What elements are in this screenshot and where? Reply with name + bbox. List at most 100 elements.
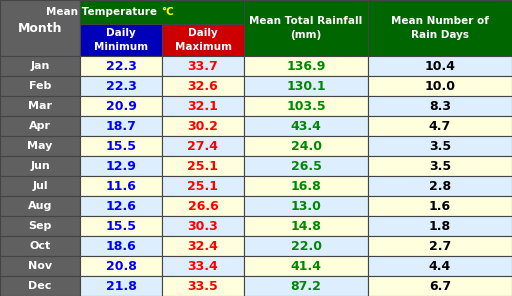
Bar	[80, 136, 162, 156]
Text: 2.7: 2.7	[429, 239, 451, 252]
Bar	[368, 136, 512, 156]
Bar	[368, 276, 512, 296]
Text: 10.0: 10.0	[424, 80, 456, 92]
Bar	[162, 216, 244, 236]
Bar	[0, 236, 80, 256]
Text: 22.0: 22.0	[290, 239, 322, 252]
Text: 12.9: 12.9	[105, 160, 136, 173]
Text: 3.5: 3.5	[429, 139, 451, 152]
Bar	[244, 156, 368, 176]
Text: 22.3: 22.3	[105, 59, 136, 73]
Text: Feb: Feb	[29, 81, 51, 91]
Bar	[244, 196, 368, 216]
Text: 18.6: 18.6	[105, 239, 136, 252]
Text: 12.6: 12.6	[105, 200, 136, 213]
Text: 33.4: 33.4	[187, 260, 219, 273]
Bar	[244, 236, 368, 256]
Bar	[162, 256, 244, 276]
Text: Mar: Mar	[28, 101, 52, 111]
Text: 30.3: 30.3	[187, 220, 219, 232]
Bar	[80, 76, 162, 96]
Bar	[80, 116, 162, 136]
Bar	[162, 96, 244, 116]
Bar	[244, 216, 368, 236]
Text: 103.5: 103.5	[286, 99, 326, 112]
Text: Sep: Sep	[28, 221, 52, 231]
Text: Daily
Maximum: Daily Maximum	[175, 28, 231, 52]
Bar	[162, 156, 244, 176]
Text: 32.1: 32.1	[187, 99, 219, 112]
Text: 33.7: 33.7	[187, 59, 219, 73]
Text: 13.0: 13.0	[291, 200, 322, 213]
Bar	[368, 216, 512, 236]
Bar	[80, 56, 162, 76]
Bar	[80, 24, 162, 56]
Text: 24.0: 24.0	[290, 139, 322, 152]
Bar	[162, 136, 244, 156]
Bar	[244, 56, 368, 76]
Text: 10.4: 10.4	[424, 59, 456, 73]
Bar	[80, 196, 162, 216]
Bar	[368, 76, 512, 96]
Text: Jun: Jun	[30, 161, 50, 171]
Bar	[80, 176, 162, 196]
Bar	[368, 236, 512, 256]
Bar	[0, 96, 80, 116]
Text: 30.2: 30.2	[187, 120, 219, 133]
Text: 16.8: 16.8	[291, 179, 322, 192]
Text: Month: Month	[18, 22, 62, 35]
Bar	[0, 276, 80, 296]
Bar	[368, 176, 512, 196]
Text: 32.6: 32.6	[187, 80, 219, 92]
Text: Oct: Oct	[29, 241, 51, 251]
Text: 8.3: 8.3	[429, 99, 451, 112]
Text: 43.4: 43.4	[291, 120, 322, 133]
Bar	[0, 136, 80, 156]
Bar	[80, 96, 162, 116]
Bar	[0, 216, 80, 236]
Bar	[368, 156, 512, 176]
Bar	[244, 176, 368, 196]
Text: 87.2: 87.2	[291, 279, 322, 292]
Text: 33.5: 33.5	[187, 279, 219, 292]
Bar	[244, 276, 368, 296]
Text: 20.8: 20.8	[105, 260, 136, 273]
Bar	[162, 236, 244, 256]
Bar	[80, 256, 162, 276]
Bar	[368, 196, 512, 216]
Bar	[244, 96, 368, 116]
Text: 25.1: 25.1	[187, 160, 219, 173]
Bar	[0, 176, 80, 196]
Bar	[368, 256, 512, 276]
Text: 21.8: 21.8	[105, 279, 136, 292]
Bar	[162, 76, 244, 96]
Text: 18.7: 18.7	[105, 120, 136, 133]
Bar	[0, 256, 80, 276]
Text: 6.7: 6.7	[429, 279, 451, 292]
Text: 25.1: 25.1	[187, 179, 219, 192]
Bar	[162, 116, 244, 136]
Bar	[80, 236, 162, 256]
Bar	[162, 196, 244, 216]
Text: 26.5: 26.5	[291, 160, 322, 173]
Bar	[368, 116, 512, 136]
Text: 136.9: 136.9	[286, 59, 326, 73]
Text: Mean Temperature: Mean Temperature	[47, 7, 161, 17]
Bar	[244, 136, 368, 156]
Bar	[244, 0, 368, 56]
Bar	[162, 276, 244, 296]
Text: May: May	[27, 141, 53, 151]
Text: Nov: Nov	[28, 261, 52, 271]
Text: 130.1: 130.1	[286, 80, 326, 92]
Bar	[0, 196, 80, 216]
Text: Mean Total Rainfall
(mm): Mean Total Rainfall (mm)	[249, 16, 362, 40]
Bar	[368, 56, 512, 76]
Text: 15.5: 15.5	[105, 220, 137, 232]
Text: 32.4: 32.4	[187, 239, 219, 252]
Text: Mean Number of
Rain Days: Mean Number of Rain Days	[391, 16, 489, 40]
Text: 1.6: 1.6	[429, 200, 451, 213]
Text: 41.4: 41.4	[290, 260, 322, 273]
Bar	[0, 156, 80, 176]
Bar	[0, 116, 80, 136]
Bar	[162, 24, 244, 56]
